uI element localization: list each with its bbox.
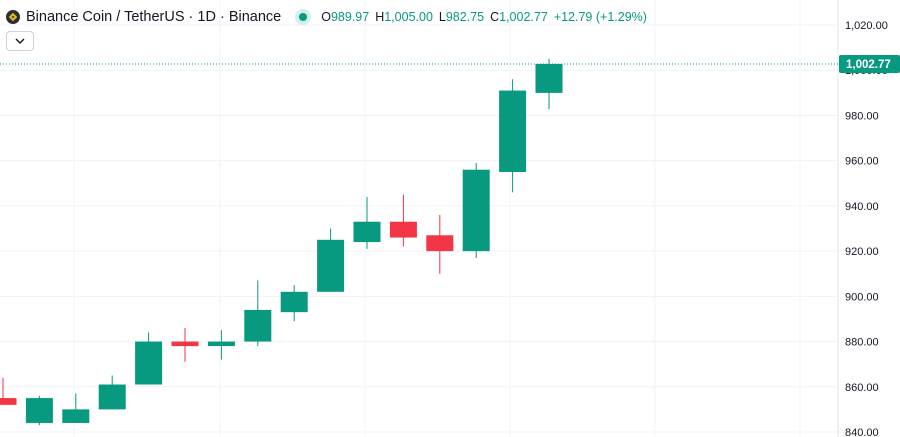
y-tick-label: 960.00 <box>845 156 879 168</box>
open-value: 989.97 <box>330 10 370 24</box>
candle-up <box>207 341 235 347</box>
y-tick-label: 940.00 <box>845 201 879 213</box>
close-value: 1,002.77 <box>499 10 548 24</box>
high-label: H <box>375 10 385 24</box>
last-price-badge <box>839 54 900 73</box>
candle-down <box>389 221 417 238</box>
candle-up <box>353 221 381 243</box>
open-label: O <box>321 10 331 24</box>
candle-down <box>0 398 17 405</box>
low-value: 982.75 <box>445 10 485 24</box>
candle-up <box>244 309 272 342</box>
candle-up <box>499 90 527 172</box>
candle-up <box>462 169 490 252</box>
ohlc-legend: O989.97 H1,005.00 L982.75 C1,002.77 +12.… <box>321 10 647 24</box>
candle-up <box>535 63 563 93</box>
y-tick-label: 860.00 <box>845 382 879 394</box>
chevron-down-icon <box>15 38 25 44</box>
candle-up <box>135 341 163 385</box>
candle-up <box>25 398 53 423</box>
candle-up <box>280 291 308 313</box>
candle-up <box>317 239 345 292</box>
candle-down <box>426 235 454 252</box>
candle-up <box>98 384 126 410</box>
low-label: L <box>438 10 446 24</box>
symbol-header: Binance Coin / TetherUS · 1D · Binance O… <box>6 6 647 28</box>
y-tick-label: 880.00 <box>845 337 879 349</box>
close-label: C <box>490 10 500 24</box>
last-price-label: 1,002.77 <box>846 59 891 71</box>
y-tick-label: 920.00 <box>845 246 879 258</box>
candle-up <box>62 409 90 423</box>
binance-coin-icon <box>6 10 20 24</box>
y-tick-label: 1,020.00 <box>845 20 888 32</box>
y-tick-label: 840.00 <box>845 427 879 437</box>
change-value: +12.79 (+1.29%) <box>553 10 647 24</box>
candle-down <box>171 341 199 347</box>
y-tick-label: 980.00 <box>845 110 879 122</box>
symbol-title[interactable]: Binance Coin / TetherUS · 1D · Binance <box>26 9 282 25</box>
high-value: 1,005.00 <box>384 10 433 24</box>
y-tick-label: 900.00 <box>845 291 879 303</box>
market-open-dot-icon <box>295 9 312 25</box>
collapse-legend-button[interactable] <box>6 31 34 51</box>
